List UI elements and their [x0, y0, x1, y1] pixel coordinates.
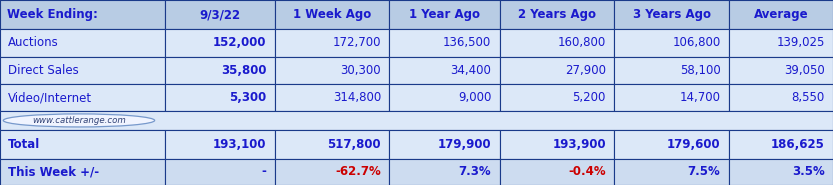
Bar: [164, 159, 275, 185]
Bar: [275, 84, 389, 111]
Bar: [729, 130, 833, 159]
Bar: [275, 57, 389, 84]
Text: 160,800: 160,800: [557, 36, 606, 49]
Bar: [614, 84, 729, 111]
Bar: [389, 159, 500, 185]
Bar: [389, 130, 500, 159]
Text: 30,300: 30,300: [341, 64, 381, 77]
Text: 5,300: 5,300: [229, 91, 267, 104]
Text: This Week +/-: This Week +/-: [8, 165, 99, 178]
Bar: [614, 29, 729, 57]
Text: -62.7%: -62.7%: [336, 165, 381, 178]
Bar: [0, 159, 164, 185]
Bar: [500, 29, 614, 57]
Text: Total: Total: [8, 138, 41, 151]
Text: Auctions: Auctions: [8, 36, 59, 49]
Bar: [614, 57, 729, 84]
Text: 9/3/22: 9/3/22: [199, 8, 240, 21]
Text: 5,200: 5,200: [572, 91, 606, 104]
Text: -0.4%: -0.4%: [568, 165, 606, 178]
Bar: [275, 159, 389, 185]
Bar: [614, 159, 729, 185]
Bar: [0, 29, 164, 57]
Text: 136,500: 136,500: [443, 36, 491, 49]
Text: 139,025: 139,025: [776, 36, 825, 49]
Bar: [164, 0, 275, 29]
Text: 34,400: 34,400: [451, 64, 491, 77]
Bar: [389, 84, 500, 111]
Text: 35,800: 35,800: [221, 64, 267, 77]
Text: 1 Year Ago: 1 Year Ago: [409, 8, 480, 21]
Bar: [164, 130, 275, 159]
Bar: [500, 57, 614, 84]
Bar: [389, 29, 500, 57]
Text: 7.3%: 7.3%: [459, 165, 491, 178]
Text: 8,550: 8,550: [791, 91, 825, 104]
Text: Video/Internet: Video/Internet: [8, 91, 92, 104]
Bar: [0, 84, 164, 111]
Text: 7.5%: 7.5%: [688, 165, 721, 178]
Bar: [500, 130, 614, 159]
Text: 1 Week Ago: 1 Week Ago: [293, 8, 372, 21]
Bar: [164, 84, 275, 111]
Bar: [614, 0, 729, 29]
Bar: [0, 111, 833, 130]
Text: 193,100: 193,100: [213, 138, 267, 151]
Bar: [729, 159, 833, 185]
Text: 3 Years Ago: 3 Years Ago: [632, 8, 711, 21]
Text: 58,100: 58,100: [680, 64, 721, 77]
Text: 179,600: 179,600: [667, 138, 721, 151]
Text: 9,000: 9,000: [458, 91, 491, 104]
Text: 179,900: 179,900: [437, 138, 491, 151]
Bar: [275, 130, 389, 159]
Text: Week Ending:: Week Ending:: [7, 8, 97, 21]
Text: 314,800: 314,800: [333, 91, 381, 104]
Text: 193,900: 193,900: [552, 138, 606, 151]
Text: 39,050: 39,050: [784, 64, 825, 77]
Bar: [275, 0, 389, 29]
Bar: [729, 57, 833, 84]
Text: www.cattlerange.com: www.cattlerange.com: [32, 116, 126, 125]
Text: 152,000: 152,000: [213, 36, 267, 49]
Bar: [389, 57, 500, 84]
Text: Direct Sales: Direct Sales: [8, 64, 79, 77]
Bar: [389, 0, 500, 29]
Text: Average: Average: [754, 8, 808, 21]
Text: 517,800: 517,800: [327, 138, 381, 151]
Bar: [164, 57, 275, 84]
Bar: [0, 0, 164, 29]
Text: 14,700: 14,700: [680, 91, 721, 104]
Bar: [275, 29, 389, 57]
Text: 27,900: 27,900: [565, 64, 606, 77]
Bar: [500, 84, 614, 111]
Bar: [729, 84, 833, 111]
Text: 106,800: 106,800: [672, 36, 721, 49]
Text: 172,700: 172,700: [332, 36, 381, 49]
Bar: [500, 0, 614, 29]
Text: 2 Years Ago: 2 Years Ago: [518, 8, 596, 21]
Bar: [164, 29, 275, 57]
Bar: [614, 130, 729, 159]
Text: 186,625: 186,625: [771, 138, 825, 151]
Bar: [729, 29, 833, 57]
Ellipse shape: [3, 114, 155, 127]
Bar: [500, 159, 614, 185]
Bar: [0, 130, 164, 159]
Text: -: -: [262, 165, 267, 178]
Bar: [729, 0, 833, 29]
Text: 3.5%: 3.5%: [792, 165, 825, 178]
Bar: [0, 57, 164, 84]
